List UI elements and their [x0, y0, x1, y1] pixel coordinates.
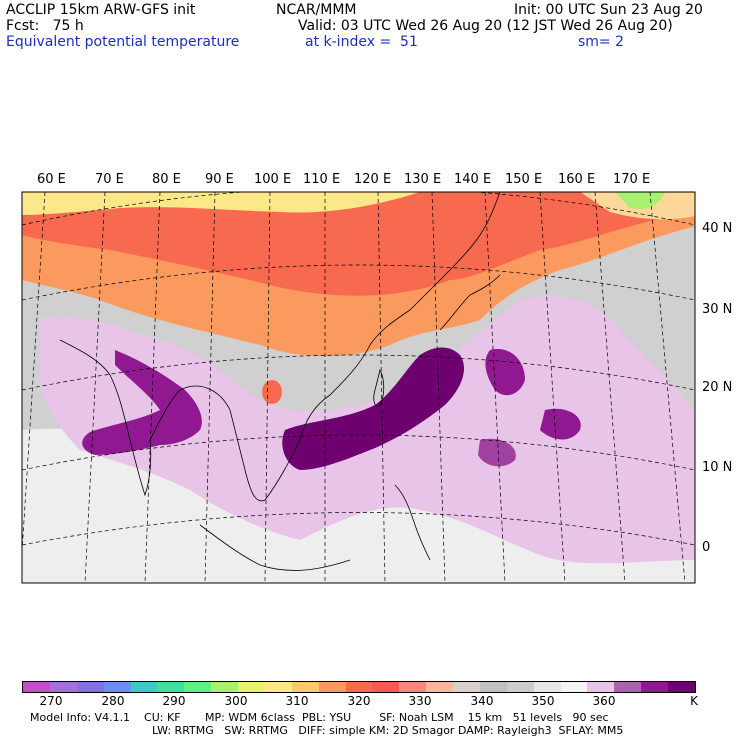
- field-region: [22, 192, 695, 296]
- field-region: [615, 192, 665, 210]
- field-region: [282, 347, 465, 470]
- colorbar-tick: 300: [224, 694, 248, 708]
- colorbar: [22, 681, 696, 693]
- init-time: Init: 00 UTC Sun 23 Aug 20: [514, 2, 703, 18]
- colorbar-segment: [479, 682, 507, 692]
- lon-label: 150 E: [505, 172, 543, 187]
- lon-label: 60 E: [37, 172, 66, 187]
- lat-label: 40 N: [702, 221, 733, 236]
- colorbar-segment: [372, 682, 400, 692]
- colorbar-tick: 320: [347, 694, 371, 708]
- colorbar-segment: [264, 682, 292, 692]
- field-region: [540, 408, 581, 440]
- lon-label: 140 E: [454, 172, 492, 187]
- colorbar-segment: [587, 682, 615, 692]
- colorbar-segment: [184, 682, 212, 692]
- field-region: [485, 349, 525, 396]
- colorbar-segment: [291, 682, 319, 692]
- center-label: NCAR/MMM: [276, 2, 357, 18]
- colorbar-segment: [453, 682, 480, 692]
- colorbar-segment: [345, 682, 373, 692]
- colorbar-tick: 310: [285, 694, 309, 708]
- colorbar-segment: [103, 682, 131, 692]
- field-region: [22, 192, 420, 215]
- graticule: [22, 192, 695, 583]
- lon-label: 170 E: [613, 172, 651, 187]
- lon-label: 110 E: [303, 172, 341, 187]
- smoothing-label: sm= 2: [578, 34, 625, 50]
- valid-time: Valid: 03 UTC Wed 26 Aug 20 (12 JST Wed …: [298, 18, 673, 34]
- field-region: [478, 438, 516, 467]
- colorbar-segment: [533, 682, 561, 692]
- forecast-hour: Fcst: 75 h: [6, 18, 84, 34]
- colorbar-tick: 360: [592, 694, 616, 708]
- lon-label: 130 E: [404, 172, 442, 187]
- colorbar-tick: 270: [39, 694, 63, 708]
- colorbar-tick: 340: [470, 694, 494, 708]
- field-name: Equivalent potential temperature: [6, 34, 240, 50]
- colorbar-tick: 280: [101, 694, 125, 708]
- map-frame: [21, 191, 696, 584]
- colorbar-segment: [157, 682, 185, 692]
- colorbar-segment: [614, 682, 642, 692]
- run-title: ACCLIP 15km ARW-GFS init: [6, 2, 196, 18]
- colorbar-segment: [318, 682, 346, 692]
- level-label: at k-index = 51: [305, 34, 418, 50]
- colorbar-segment: [506, 682, 534, 692]
- lon-label: 70 E: [95, 172, 124, 187]
- lat-label: 20 N: [702, 380, 733, 395]
- lon-label: 80 E: [152, 172, 181, 187]
- lon-label: 100 E: [254, 172, 292, 187]
- lon-label: 120 E: [354, 172, 392, 187]
- colorbar-units: K: [690, 694, 698, 708]
- model-info-line2: LW: RRTMG SW: RRTMG DIFF: simple KM: 2D …: [152, 724, 624, 737]
- colorbar-segment: [130, 682, 158, 692]
- lon-label: 90 E: [205, 172, 234, 187]
- lon-label: 160 E: [558, 172, 596, 187]
- coastlines: [59, 192, 501, 571]
- lat-label: 0: [702, 540, 711, 555]
- model-info-line1: Model Info: V4.1.1 CU: KF MP: WDM 6class…: [30, 711, 609, 724]
- colorbar-tick: 330: [408, 694, 432, 708]
- colorbar-tick: 350: [531, 694, 555, 708]
- colorbar-segment: [211, 682, 238, 692]
- lat-label: 30 N: [702, 302, 733, 317]
- colorbar-segment: [76, 682, 104, 692]
- colorbar-segment: [399, 682, 427, 692]
- field-region: [262, 380, 282, 404]
- colorbar-segment: [641, 682, 668, 692]
- colorbar-segment: [49, 682, 77, 692]
- colorbar-tick: 290: [162, 694, 186, 708]
- colorbar-segment: [238, 682, 265, 692]
- colorbar-segment: [23, 682, 50, 692]
- lat-label: 10 N: [702, 460, 733, 475]
- field-region: [82, 350, 202, 455]
- colorbar-segment: [426, 682, 453, 692]
- colorbar-segment: [560, 682, 588, 692]
- colorbar-segment: [668, 682, 695, 692]
